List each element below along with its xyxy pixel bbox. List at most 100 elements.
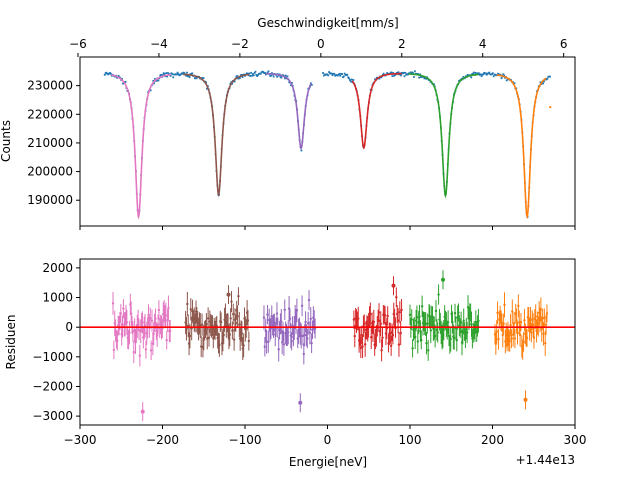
residual-point	[304, 320, 307, 324]
residual-point	[508, 339, 511, 343]
count-point	[122, 82, 124, 85]
count-point	[480, 75, 483, 78]
count-point	[479, 73, 482, 76]
count-point	[502, 73, 505, 76]
count-point	[310, 82, 312, 85]
x-tick-label: 200	[481, 433, 504, 447]
count-point	[238, 76, 241, 79]
count-point	[124, 80, 127, 83]
residual-point	[207, 336, 211, 339]
residual-point	[496, 311, 499, 315]
count-point	[407, 73, 409, 76]
residual-point	[154, 317, 157, 320]
count-point	[395, 71, 398, 74]
residual-series	[408, 270, 480, 361]
counts-axis-label: Counts	[0, 120, 13, 162]
residual-point	[165, 338, 168, 342]
residual-point	[358, 335, 362, 339]
count-point	[194, 76, 197, 78]
energy-x-axis: −300 −200 −100 0 100 200 300	[64, 425, 586, 447]
count-point	[491, 72, 494, 75]
residual-point	[137, 328, 141, 332]
count-point	[333, 72, 336, 75]
count-point	[176, 71, 179, 74]
count-point	[248, 72, 251, 75]
x-tick-label: −200	[146, 433, 179, 447]
residual-point	[383, 314, 387, 317]
count-point	[485, 72, 487, 75]
residual-point	[136, 317, 140, 321]
residual-point	[306, 337, 309, 340]
residual-point	[449, 337, 452, 341]
residual-point	[523, 397, 528, 402]
residual-point	[543, 316, 546, 319]
residual-point	[400, 308, 403, 312]
x2-tick-label: 2	[398, 37, 406, 51]
residual-point	[277, 348, 280, 351]
residual-point	[211, 324, 214, 327]
residual-point	[149, 317, 152, 320]
count-point	[392, 72, 395, 74]
residual-point	[167, 306, 170, 310]
x2-tick-label: −6	[69, 37, 87, 51]
count-point	[492, 75, 495, 78]
residual-point	[138, 354, 142, 357]
count-point	[171, 73, 174, 76]
residual-point	[459, 321, 463, 324]
count-point	[412, 72, 415, 75]
residual-point	[228, 333, 231, 336]
residual-point	[389, 344, 393, 347]
residual-point	[465, 331, 469, 334]
count-point	[105, 71, 108, 74]
count-point	[257, 74, 259, 76]
y-tick-label: 200000	[27, 165, 73, 179]
residual-point	[357, 317, 360, 320]
count-point	[188, 76, 191, 79]
residual-point	[263, 345, 267, 348]
residual-point	[116, 339, 119, 342]
count-point	[290, 82, 293, 84]
residual-point	[155, 334, 159, 337]
count-point	[300, 149, 303, 152]
residual-point	[237, 295, 240, 298]
y-tick-label: −1000	[32, 350, 73, 364]
count-point	[181, 72, 184, 75]
count-point	[286, 75, 289, 78]
count-point	[472, 72, 474, 75]
residual-point	[164, 314, 168, 317]
residual-point	[510, 337, 513, 340]
residual-point	[544, 323, 548, 326]
residual-point	[222, 333, 225, 337]
count-point	[267, 70, 270, 73]
count-point	[322, 72, 324, 74]
residual-point	[234, 321, 238, 325]
y-tick-label: −2000	[32, 379, 73, 393]
residual-point	[275, 312, 279, 315]
residual-point	[186, 324, 190, 327]
residual-point	[429, 329, 432, 332]
residual-point	[372, 320, 376, 324]
residual-point	[156, 323, 160, 326]
residual-point	[112, 348, 116, 352]
residual-point	[149, 349, 153, 352]
energy-axis-label: Energie[neV]	[289, 455, 367, 469]
fit-curve	[496, 74, 547, 220]
count-point	[341, 73, 344, 75]
count-point	[270, 74, 272, 77]
residual-point	[232, 338, 236, 341]
residual-point	[266, 313, 269, 316]
residual-point	[513, 337, 517, 340]
residual-point	[512, 321, 516, 325]
residual-point	[408, 313, 412, 317]
count-point	[251, 73, 254, 75]
count-point	[251, 74, 253, 77]
residual-point	[470, 323, 473, 326]
residual-point	[416, 340, 419, 343]
residual-point	[287, 331, 290, 334]
residual-point	[540, 327, 543, 331]
residual-point	[391, 283, 396, 288]
residual-point	[353, 334, 356, 338]
count-point	[160, 73, 162, 76]
